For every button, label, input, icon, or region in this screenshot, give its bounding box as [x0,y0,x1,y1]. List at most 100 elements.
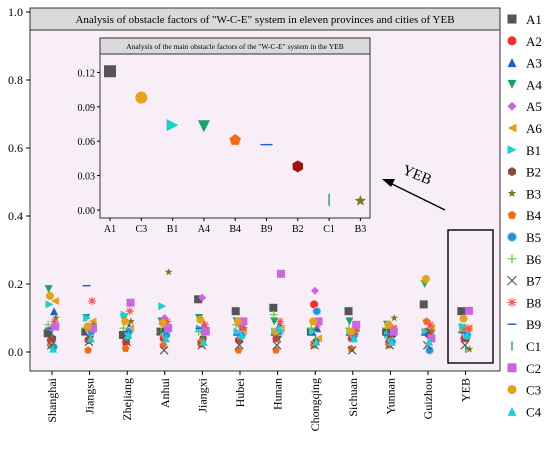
data-point [459,322,468,331]
x-tick-label: Sichuan [346,378,360,417]
data-point [119,324,128,333]
inset-data-point [229,134,241,145]
legend: A1 A2 A3 A4 A5 A6 B1 B2 B3 B4 B5 B6 B7 B8 B9 C1 C2 C3 C4 [507,12,542,419]
data-point [163,317,172,326]
data-point [457,307,466,316]
data-point [390,314,399,322]
data-point [237,331,246,339]
y-axis: 0.0 0.2 0.4 0.6 0.8 1.0 [8,5,30,359]
data-point [238,324,247,333]
legend-label: A6 [526,121,542,136]
data-point [233,317,242,326]
data-point [312,306,322,316]
data-point [425,345,435,355]
inset-title-bar [99,37,371,55]
legend-label: C2 [526,361,541,376]
inset-title: Analysis of the main obstacle factors of… [126,42,343,51]
inset-x-tick-label: A1 [104,224,116,235]
legend-label: A1 [526,12,542,27]
data-point [196,315,205,324]
data-point [83,322,92,331]
legend-marker [507,254,517,264]
data-point [118,331,127,339]
data-point [127,317,135,325]
legend-label: A4 [526,77,542,92]
data-point [345,317,354,326]
data-point [50,297,59,305]
data-point [351,327,360,336]
legend-marker [507,363,517,373]
data-point [310,286,319,295]
legend-label: C4 [526,404,542,419]
data-point [158,319,167,328]
x-tick-label: Chongqing [308,378,322,431]
legend-marker [507,297,517,307]
data-point [465,345,474,353]
legend-marker [507,14,517,24]
inset-x-tick-label: B1 [167,224,179,235]
data-point [44,320,53,329]
legend-marker [507,101,517,111]
data-point [51,322,60,331]
data-point [43,329,52,338]
legend-marker [507,36,517,46]
x-axis: Shanghai Jiangsu Zhejiang Anhui Jiangxi Hubei… [45,371,473,431]
data-point [421,274,430,283]
main-data-points [43,268,474,355]
data-point [464,306,473,315]
inset-y-tick-label: 0.06 [78,137,96,148]
legend-marker [507,123,517,133]
title-bar [29,7,501,31]
data-point [164,268,173,276]
data-point [312,337,321,346]
inset-data-point [197,120,210,133]
x-tick-label: Jiangxi [195,377,209,412]
data-point [161,334,170,343]
data-point [428,327,436,335]
x-tick-label: Zhejiang [120,378,134,421]
data-point [122,337,131,347]
legend-label: C1 [526,339,541,354]
data-point [459,314,468,323]
legend-label: B4 [526,208,542,223]
data-point [164,324,173,333]
data-point [120,310,129,319]
legend-label: B8 [526,295,541,310]
yeb-arrowhead [382,179,395,187]
inset-plot-area [99,37,371,219]
legend-marker [507,232,517,242]
legend-label: C3 [526,383,541,398]
data-point [125,307,134,316]
data-point [49,344,58,353]
legend-marker [507,145,517,155]
data-point [158,302,167,311]
x-tick-label: Hunan [271,378,285,410]
data-point [384,320,393,329]
data-point [344,307,353,316]
x-tick-label: Shanghai [45,377,59,422]
data-point [121,317,130,326]
data-point [426,320,435,329]
data-point [308,327,317,336]
inset-x-tick-label: C3 [135,224,147,235]
data-point [50,317,59,326]
data-point [310,300,319,309]
data-point [272,340,282,350]
data-point [460,340,470,350]
data-point [427,334,436,343]
data-point [84,346,92,354]
data-point [124,331,133,339]
inset-axes: 0.00 0.03 0.06 0.09 0.12 A1 C3 B1 A4 B4 B9 B2 C1 B3 [78,68,367,235]
legend-marker [507,58,517,68]
legend-label: B6 [526,252,542,267]
inset-y-tick-label: 0.12 [78,68,96,79]
data-point [276,269,285,278]
x-tick-label: Guizhou [421,378,435,419]
data-point [231,307,240,316]
data-point [88,297,97,305]
data-point [349,334,358,343]
data-point [387,337,396,346]
x-tick-label: Yunnan [383,378,397,415]
x-tick-label: Jiangsu [83,378,97,414]
